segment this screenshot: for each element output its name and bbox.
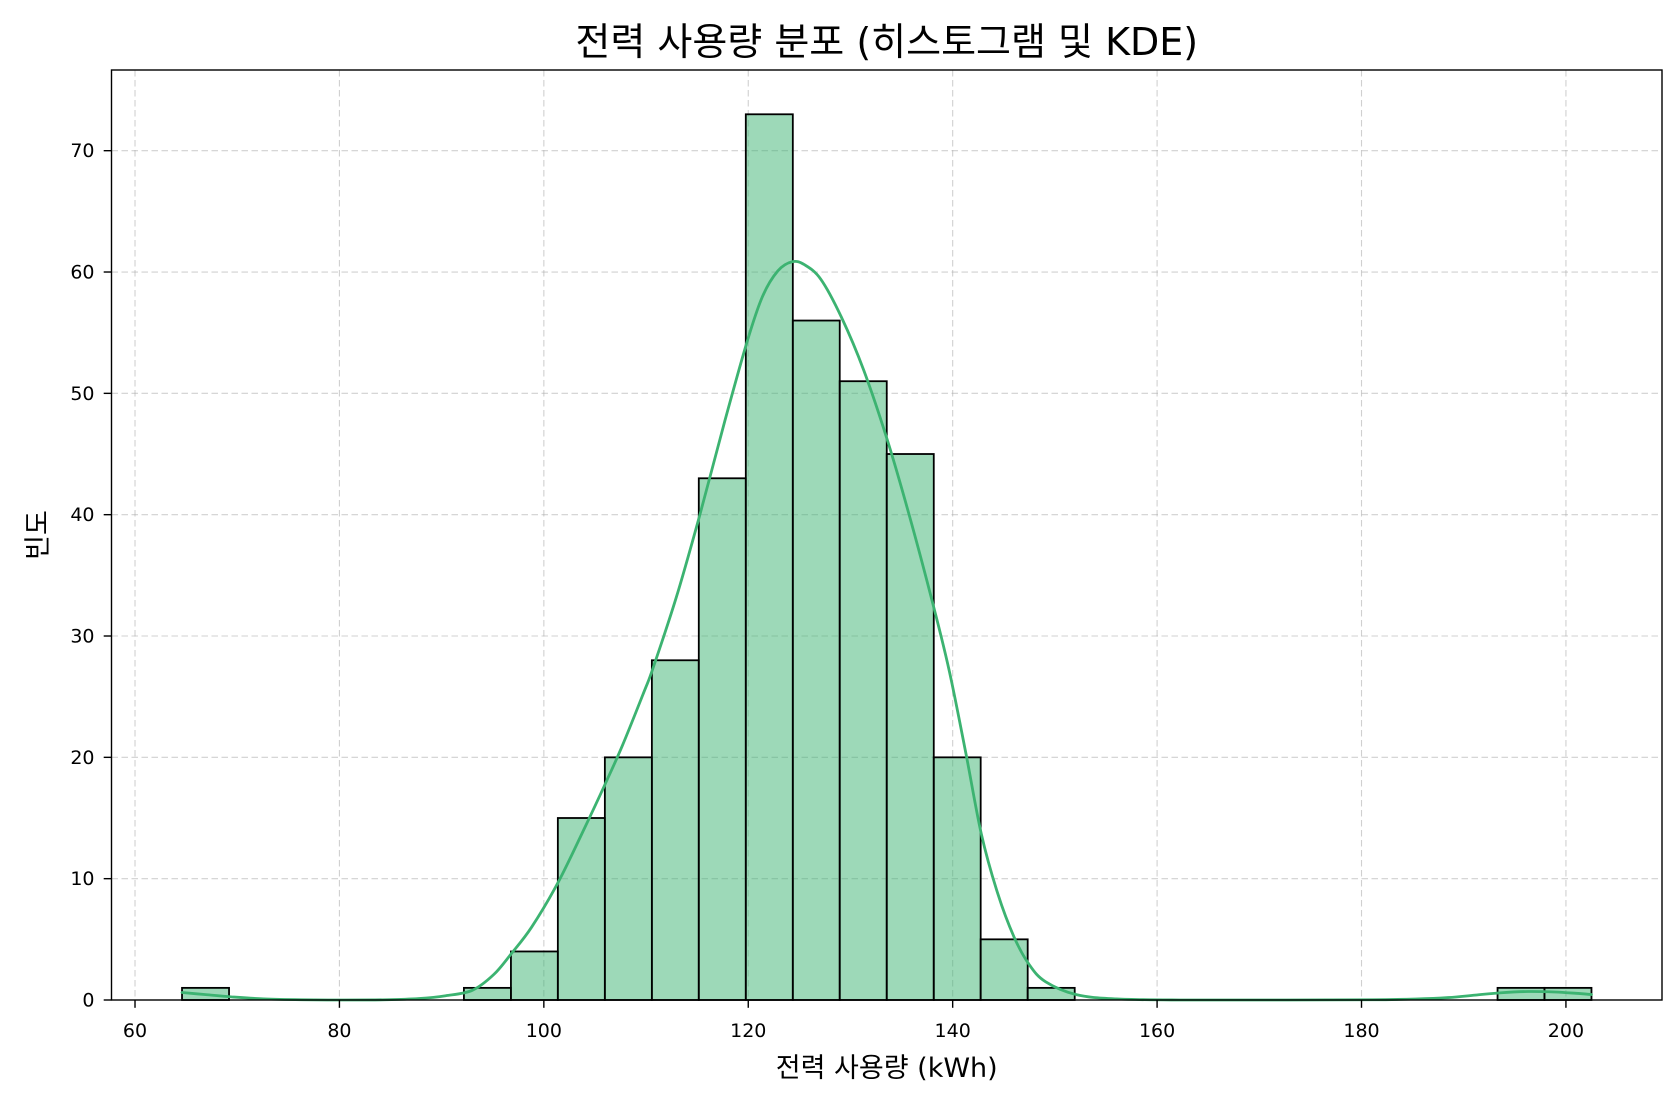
x-tick-label: 120 xyxy=(730,1020,766,1042)
histogram-bar xyxy=(838,380,888,1001)
histogram-bar xyxy=(1026,986,1076,1001)
y-tick-label: 20 xyxy=(70,747,94,769)
y-tick-label: 0 xyxy=(82,990,94,1012)
y-tick-label: 10 xyxy=(70,868,94,890)
y-axis-label: 빈도 xyxy=(23,510,54,560)
y-tick: 60 xyxy=(70,262,112,284)
x-tick-label: 140 xyxy=(935,1020,971,1042)
y-tick: 50 xyxy=(70,383,112,405)
y-tick-label: 70 xyxy=(70,140,94,162)
y-tick: 30 xyxy=(70,626,112,648)
x-tick-label: 60 xyxy=(123,1020,147,1042)
x-tick: 100 xyxy=(526,1000,562,1042)
x-tick: 140 xyxy=(935,1000,971,1042)
x-tick-label: 80 xyxy=(327,1020,351,1042)
y-tick-label: 50 xyxy=(70,383,94,405)
x-tick-label: 200 xyxy=(1548,1020,1584,1042)
histogram-bar xyxy=(791,319,841,1001)
y-tick-label: 30 xyxy=(70,626,94,648)
x-tick-label: 100 xyxy=(526,1020,562,1042)
histogram-bar xyxy=(697,477,747,1001)
y-tick: 10 xyxy=(70,868,112,890)
histogram-bar xyxy=(556,817,606,1001)
x-tick-label: 160 xyxy=(1139,1020,1175,1042)
axes-frame xyxy=(110,69,1663,1001)
y-tick: 40 xyxy=(70,504,112,526)
y-tick-label: 40 xyxy=(70,504,94,526)
chart-title: 전력 사용량 분포 (히스토그램 및 KDE) xyxy=(575,20,1198,64)
histogram-bar xyxy=(603,756,653,1001)
x-axis: 60 80 100 120 140 160 180 200 xyxy=(123,1000,1584,1042)
histogram-bar xyxy=(510,950,559,1001)
x-tick: 160 xyxy=(1139,1000,1175,1042)
histogram-bar xyxy=(744,113,794,1001)
x-tick-label: 180 xyxy=(1343,1020,1379,1042)
x-axis-label: 전력 사용량 (kWh) xyxy=(776,1053,998,1084)
x-tick: 120 xyxy=(730,1000,766,1042)
y-tick: 20 xyxy=(70,747,112,769)
y-tick: 70 xyxy=(70,140,112,162)
x-tick: 80 xyxy=(327,1000,352,1042)
histogram-bars xyxy=(181,113,1593,1001)
x-tick: 200 xyxy=(1548,1000,1584,1042)
x-tick: 180 xyxy=(1343,1000,1380,1042)
y-axis: 0 10 20 30 40 50 60 70 xyxy=(70,140,112,1012)
x-tick: 60 xyxy=(123,1000,147,1042)
histogram-bar xyxy=(885,453,935,1001)
histogram-bar xyxy=(1496,986,1546,1001)
y-tick: 0 xyxy=(82,990,112,1012)
histogram-bar xyxy=(650,659,700,1001)
y-tick-label: 60 xyxy=(70,262,94,284)
